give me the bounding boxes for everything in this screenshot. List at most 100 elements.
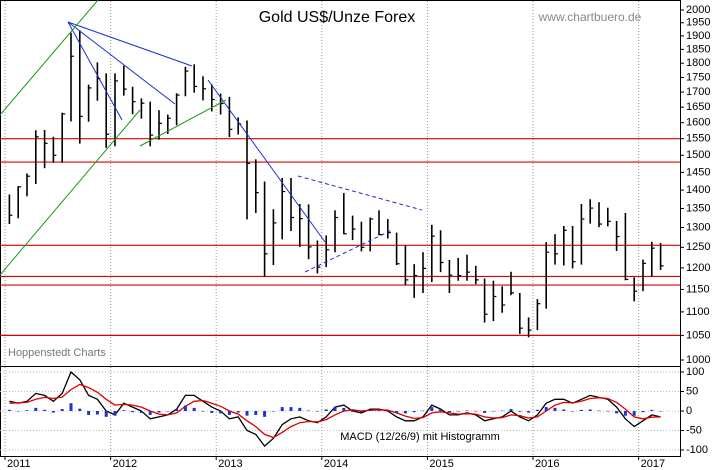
histogram-bar (421, 410, 425, 412)
y-tick-label: -50 (686, 424, 702, 436)
y-tick-label: 1700 (686, 86, 710, 98)
histogram-bar (386, 411, 390, 412)
trend-line (67, 21, 193, 67)
y-tick-label: 1800 (686, 57, 710, 69)
histogram-bar (535, 409, 539, 411)
histogram-bar (131, 411, 135, 413)
channel-line (0, 109, 141, 276)
histogram-bar (632, 411, 636, 416)
y-tick-label: 1600 (686, 117, 710, 129)
histogram-bar (245, 411, 249, 416)
histogram-bar (236, 411, 240, 413)
histogram-bar (641, 411, 645, 413)
y-tick-label: 1450 (686, 166, 710, 178)
histogram-bar (263, 411, 267, 417)
y-tick-label: 1750 (686, 71, 710, 83)
histogram-bar (78, 408, 82, 411)
histogram-bar (509, 409, 513, 411)
trend-line (304, 229, 393, 273)
histogram-bar (95, 411, 99, 415)
histogram-bar (483, 411, 487, 413)
x-tick-label: 2014 (324, 458, 348, 470)
histogram-bar (271, 411, 275, 412)
trend-line (67, 21, 176, 105)
y-tick-label: 1650 (686, 101, 710, 113)
histogram-bar (324, 409, 328, 411)
histogram-bar (280, 407, 284, 411)
annotation: Hoppenstedt Charts (8, 347, 106, 359)
histogram-bar (148, 411, 152, 415)
histogram-bar (166, 411, 170, 412)
macd-line (9, 383, 661, 439)
main-frame (0, 0, 681, 367)
histogram-bar (51, 411, 55, 413)
histogram-bar (43, 409, 47, 411)
histogram-bar (210, 411, 214, 413)
histogram-bar (342, 407, 346, 411)
y-tick-label: 1300 (686, 221, 710, 233)
histogram-bar (579, 409, 583, 411)
histogram-bar (298, 407, 302, 411)
histogram-bar (25, 410, 29, 411)
y-tick-label: -100 (686, 444, 708, 456)
histogram-bar (465, 410, 469, 412)
x-tick-label: 2012 (113, 458, 137, 470)
histogram-bar (34, 407, 38, 411)
trend-line (297, 175, 423, 211)
histogram-bar (562, 409, 566, 411)
histogram-bar (544, 407, 548, 411)
histogram-bar (307, 410, 311, 412)
y-tick-label: 100 (686, 366, 704, 378)
y-tick-label: 1250 (686, 241, 710, 253)
histogram-bar (16, 411, 20, 412)
histogram-bar (659, 411, 663, 412)
x-tick-label: 2015 (429, 458, 453, 470)
y-tick-label: 1900 (686, 30, 710, 42)
histogram-bar (403, 411, 407, 414)
histogram-bar (491, 411, 495, 412)
histogram-bar (192, 407, 196, 411)
y-tick-label: 1850 (686, 43, 710, 55)
histogram-bar (289, 407, 293, 411)
histogram-bar (227, 411, 231, 415)
source-label: www.chartbuero.de (538, 10, 642, 24)
histogram-bar (377, 410, 381, 412)
histogram-bar (650, 409, 654, 411)
histogram-bar (7, 409, 11, 411)
histogram-bar (157, 411, 161, 413)
y-tick-label: 2000 (686, 4, 710, 16)
histogram-bar (219, 411, 223, 414)
y-tick-label: 0 (686, 405, 692, 417)
histogram-bar (623, 411, 627, 416)
histogram-bar (60, 409, 64, 411)
macd-title: MACD (12/26/9) mit Histogramm (340, 431, 500, 443)
histogram-bar (439, 409, 443, 411)
y-tick-label: 1000 (686, 354, 710, 366)
histogram-bar (412, 411, 416, 413)
trend-line (67, 21, 123, 121)
histogram-bar (351, 411, 355, 412)
histogram-bar (254, 411, 258, 415)
histogram-bar (606, 411, 610, 412)
histogram-bar (201, 411, 205, 412)
histogram-bar (447, 411, 451, 413)
x-tick-label: 2011 (7, 458, 31, 470)
histogram-bar (527, 411, 531, 413)
histogram-bar (518, 411, 522, 412)
histogram-bar (368, 410, 372, 411)
channel-line (139, 99, 227, 147)
histogram-bar (183, 405, 187, 411)
histogram-bar (553, 407, 557, 411)
histogram-bar (359, 411, 363, 413)
y-tick-label: 1400 (686, 184, 710, 196)
histogram-bar (175, 409, 179, 411)
histogram-bar (395, 411, 399, 413)
histogram-bar (104, 411, 108, 417)
histogram-bar (315, 411, 319, 412)
histogram-bar (69, 403, 73, 411)
y-tick-label: 1950 (686, 17, 710, 29)
plot-layers: 2011 2012 2013 2014 2015 2016 2017100010501100… (0, 1, 710, 470)
x-tick-label: 2016 (535, 458, 559, 470)
y-tick-label: 1100 (686, 306, 710, 318)
